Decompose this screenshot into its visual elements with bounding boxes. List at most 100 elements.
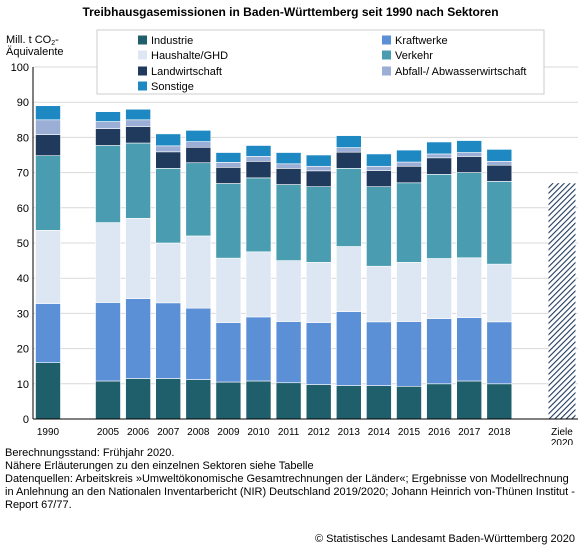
legend-swatch (138, 50, 147, 60)
bar-segment (155, 133, 181, 147)
y-tick-label: 20 (17, 344, 29, 356)
bar-segment (305, 186, 332, 263)
bar-segment (125, 108, 151, 121)
x-tick-label: 2016 (428, 427, 451, 438)
legend-swatch (138, 35, 147, 45)
bar-segment (335, 168, 362, 247)
x-tick-label: 2005 (97, 427, 120, 438)
note-calculation-status: Berechnungsstand: Frühjahr 2020. (5, 447, 175, 459)
y-axis-label-unit: Mill. t CO (6, 34, 52, 46)
bar-segment (426, 383, 452, 420)
x-tick-label: 2011 (278, 427, 300, 438)
copyright: © Statistisches Landesamt Baden-Württemb… (314, 533, 575, 545)
bar-segment (185, 146, 212, 164)
bar-segment (305, 322, 332, 385)
bar-segment (215, 257, 242, 323)
bar-segment (185, 307, 212, 380)
bar-segment (426, 318, 452, 385)
y-axis-label-subscript: 2 (51, 40, 55, 47)
bar-segment (155, 378, 181, 420)
bar-segment (366, 153, 392, 167)
bar-segment (245, 156, 272, 162)
target-bar (548, 183, 576, 419)
bar-segment (185, 235, 212, 309)
bars (35, 105, 576, 420)
bar-segment (396, 385, 422, 420)
x-tick-label: 2010 (247, 427, 270, 438)
bar-segment (125, 218, 151, 299)
y-tick-label: 100 (11, 62, 29, 74)
chart-notes: Berechnungsstand: Frühjahr 2020. Nähere … (5, 447, 577, 512)
bar-segment (35, 155, 61, 231)
bar-segment (185, 162, 212, 237)
chart-title: Treibhausgasemissionen in Baden-Württemb… (82, 5, 499, 19)
bar-segment (185, 130, 212, 142)
legend-swatch (138, 66, 147, 76)
bar-segment (95, 121, 121, 129)
bar-segment (426, 141, 452, 155)
legend-box (96, 29, 545, 95)
bar-segment (125, 298, 151, 379)
legend-label: Sonstige (151, 81, 194, 93)
bar-segment (125, 142, 151, 219)
bar-segment (305, 262, 332, 323)
bar-segment (215, 167, 242, 184)
bar-segment (155, 145, 181, 153)
bar-segment (396, 182, 422, 263)
bar-segment (456, 317, 483, 382)
bar-segment (95, 380, 121, 420)
target-year-label: 2020 (551, 438, 574, 445)
note-sector-details: Nähere Erläuterungen zu den einzelnen Se… (5, 460, 314, 472)
bar-segment (486, 161, 513, 166)
y-tick-label: 0 (23, 414, 29, 426)
bar-segment (396, 161, 422, 167)
bar-segment (155, 302, 181, 379)
x-tick-label: 2017 (458, 427, 481, 438)
legend-swatch (382, 35, 391, 45)
bar-segment (275, 260, 302, 322)
bar-segment (335, 135, 362, 148)
bar-segment (215, 322, 242, 383)
bar-segment (215, 381, 242, 420)
bar-segment (335, 385, 362, 420)
y-tick-label: 60 (17, 203, 29, 215)
x-tick-label: 2008 (187, 427, 210, 438)
bar-segment (185, 141, 212, 148)
bar-segment (456, 172, 483, 259)
x-tick-label: 2006 (127, 427, 150, 438)
bar-segment (305, 170, 332, 187)
x-tick-label: 2018 (488, 427, 511, 438)
y-tick-label: 10 (17, 379, 29, 391)
bar-segment (335, 147, 362, 153)
bar-segment (155, 242, 181, 304)
bar-segment (215, 162, 242, 168)
bar-segment (335, 246, 362, 312)
bar-segment (366, 170, 392, 187)
bar-segment (486, 263, 513, 323)
bar-segment (426, 157, 452, 175)
bar-segment (35, 119, 61, 135)
x-tick-label: 2012 (308, 427, 331, 438)
y-tick-label: 70 (17, 168, 29, 180)
bar-segment (426, 174, 452, 259)
legend-label: Industrie (151, 35, 193, 47)
target-label: Ziele (551, 427, 573, 438)
bar-segment (456, 257, 483, 318)
y-tick-label: 90 (17, 97, 29, 109)
x-tick-label: 2014 (368, 427, 391, 438)
bar-segment (486, 321, 513, 385)
bar-segment (456, 140, 483, 153)
bar-segment (245, 380, 272, 420)
bar-segment (366, 385, 392, 420)
bar-segment (366, 165, 392, 171)
bar-segment (305, 154, 332, 167)
legend-label: Kraftwerke (395, 35, 448, 47)
bar-segment (245, 177, 272, 253)
bar-segment (486, 149, 513, 162)
bar-segment (486, 181, 513, 265)
bar-segment (305, 165, 332, 172)
bar-segment (35, 303, 61, 363)
x-tick-label: 2015 (398, 427, 421, 438)
bar-segment (396, 165, 422, 184)
bar-segment (366, 265, 392, 323)
